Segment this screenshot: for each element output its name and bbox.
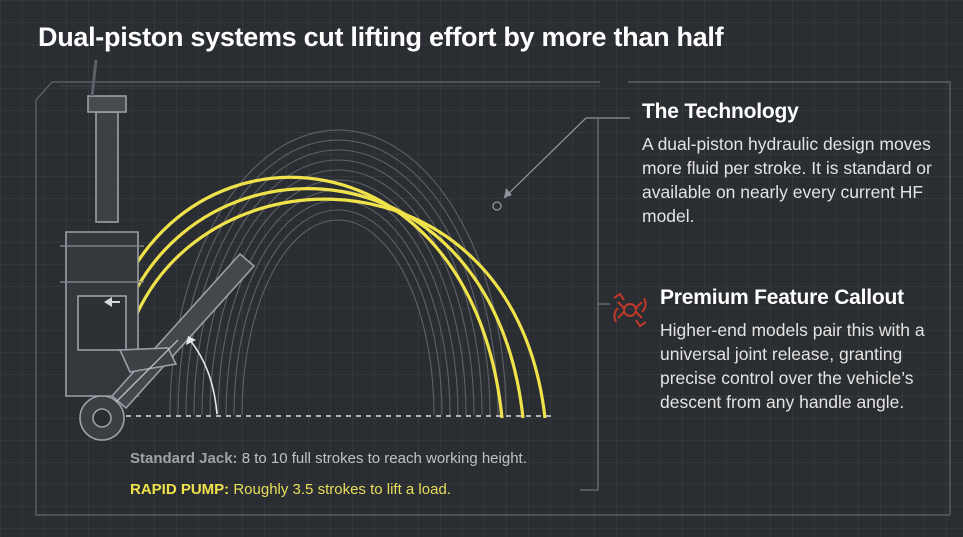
rapid-arc — [108, 187, 525, 419]
jack-handle-collar — [118, 347, 178, 373]
standard-jack-text: 8 to 10 full strokes to reach working he… — [241, 450, 527, 467]
leader-endpoint — [492, 201, 502, 211]
rapid-stroke-arcs — [98, 175, 547, 419]
standard-jack-note: Standard Jack: 8 to 10 full strokes to r… — [130, 450, 527, 467]
standard-jack-label: Standard Jack: — [130, 450, 238, 467]
premium-body: Higher-end models pair this with a unive… — [660, 320, 925, 412]
page-title: Dual-piston systems cut lifting effort b… — [38, 22, 724, 52]
handle-sweep-arrowhead — [186, 336, 196, 345]
rapid-pump-note: RAPID PUMP: Roughly 3.5 strokes to lift … — [130, 481, 451, 498]
rapid-arc — [98, 175, 504, 419]
jack-body-detail — [60, 245, 144, 283]
rapid-arc — [118, 197, 547, 419]
rapid-pump-label: RAPID PUMP: — [130, 481, 230, 498]
premium-feature-section: Premium Feature Callout Higher-end model… — [608, 286, 948, 414]
standard-arc — [169, 129, 507, 416]
jack-wheel-hub — [92, 408, 112, 428]
universal-joint-icon — [613, 292, 647, 328]
technology-body: A dual-piston hydraulic design moves mor… — [642, 134, 932, 226]
jack-reservoir — [77, 295, 127, 351]
jack-handle-upper — [90, 59, 98, 97]
technology-leader-line — [503, 117, 630, 199]
jack-handle-line — [115, 339, 179, 403]
rapid-pump-text: Roughly 3.5 strokes to lift a load. — [233, 481, 451, 498]
standard-arc — [225, 199, 451, 416]
leader-arrowhead — [504, 188, 512, 198]
standard-arc — [201, 169, 475, 416]
diagram-frame — [35, 81, 951, 516]
floor-jack — [60, 59, 256, 441]
jack-saddle — [87, 95, 127, 113]
technology-section: The Technology A dual-piston hydraulic d… — [642, 100, 942, 228]
callout-bracket — [580, 118, 599, 491]
lift-arrowhead — [104, 297, 112, 307]
jack-saddle-post — [95, 111, 119, 223]
standard-arc — [241, 219, 435, 416]
technology-heading: The Technology — [642, 100, 799, 123]
premium-heading: Premium Feature Callout — [660, 286, 904, 309]
standard-arc — [185, 149, 491, 416]
standard-arc — [233, 209, 443, 416]
handle-sweep-arrow — [189, 339, 218, 415]
standard-arc — [209, 179, 467, 416]
